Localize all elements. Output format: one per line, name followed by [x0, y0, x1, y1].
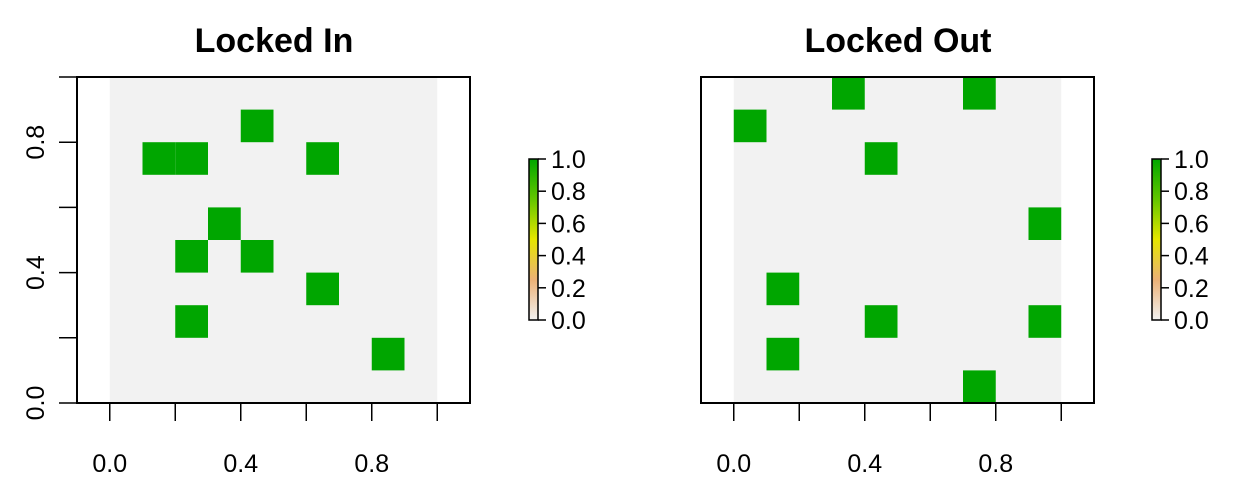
y-tick-label: 0.0 — [22, 386, 50, 421]
heatmap-cell — [240, 240, 274, 273]
legend-label: 0.6 — [551, 210, 586, 238]
legend-label: 0.0 — [1174, 307, 1209, 335]
x-axis: 0.0 0.4 0.8 — [92, 402, 438, 478]
heatmap-cell — [208, 207, 241, 240]
heatmap-cell — [306, 142, 339, 175]
y-tick-label: 0.8 — [22, 125, 50, 160]
panel-locked-in: Locked In 0.0 0.4 0.8 0.0 0.4 0.8 0.0 0.2 0.4 0.6… — [22, 22, 586, 478]
x-tick-label: 0.4 — [847, 450, 882, 478]
heatmap-cell — [733, 109, 767, 143]
heatmap-cell — [142, 142, 176, 175]
heatmap-cell — [240, 109, 274, 143]
heatmap-cell — [1028, 207, 1062, 240]
x-tick-label: 0.4 — [223, 450, 258, 478]
chart-title: Locked In — [195, 22, 354, 60]
x-tick-label: 0.8 — [354, 450, 389, 478]
heatmap-cell — [963, 77, 996, 110]
color-legend: 0.0 0.2 0.4 0.6 0.8 1.0 — [528, 146, 586, 335]
legend-label: 0.6 — [1174, 210, 1209, 238]
color-legend: 0.0 0.2 0.4 0.6 0.8 1.0 — [1151, 146, 1209, 335]
legend-label: 1.0 — [1174, 146, 1209, 174]
chart-title: Locked Out — [804, 22, 991, 60]
legend-label: 0.4 — [1174, 243, 1209, 271]
heatmap-cell — [371, 337, 405, 371]
heatmap-cell — [864, 305, 898, 338]
heatmap-cell — [175, 240, 208, 273]
heatmap-cell — [766, 272, 800, 306]
legend-label: 0.8 — [551, 178, 586, 206]
x-axis: 0.0 0.4 0.8 — [716, 402, 1062, 478]
legend-label: 0.4 — [551, 243, 586, 271]
heatmap-cell — [1028, 305, 1062, 338]
legend-label: 0.2 — [1174, 275, 1209, 303]
x-tick-label: 0.0 — [716, 450, 751, 478]
y-tick-label: 0.4 — [22, 255, 50, 290]
heatmap-cell — [864, 142, 898, 175]
heatmap-cell — [832, 77, 865, 110]
heatmap-cell — [963, 370, 996, 403]
heatmap-cell — [306, 272, 339, 306]
legend-label: 0.2 — [551, 275, 586, 303]
x-tick-label: 0.0 — [92, 450, 127, 478]
y-axis: 0.0 0.4 0.8 — [22, 76, 78, 421]
heatmap-cell — [175, 305, 208, 338]
color-legend-bar — [528, 158, 539, 321]
x-tick-label: 0.8 — [978, 450, 1013, 478]
legend-label: 1.0 — [551, 146, 586, 174]
legend-label: 0.8 — [1174, 178, 1209, 206]
color-legend-bar — [1151, 158, 1162, 321]
heatmap-cell — [766, 337, 800, 371]
legend-label: 0.0 — [551, 307, 586, 335]
heatmap-cell — [175, 142, 208, 175]
panel-locked-out: Locked Out 0.0 0.4 0.8 0.0 0.2 0.4 0.6 0.8 1.0 — [700, 22, 1209, 478]
